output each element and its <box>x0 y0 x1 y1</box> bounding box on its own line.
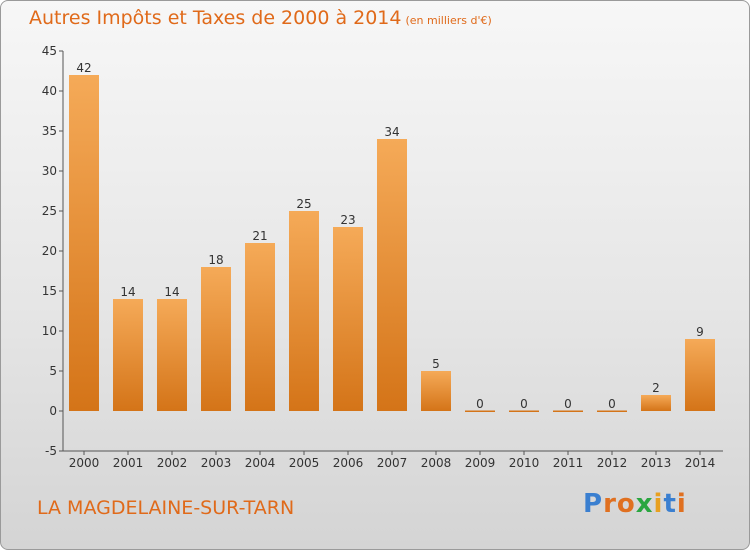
chart-subtitle: (en milliers d'€) <box>405 14 492 27</box>
y-tick-label: 20 <box>42 244 57 258</box>
bar-2000 <box>69 75 99 411</box>
bar-2010 <box>509 410 539 412</box>
proxiti-logo: Proxiti <box>583 489 687 519</box>
bar-2014 <box>685 339 715 411</box>
x-tick-label-2011: 2011 <box>553 456 584 470</box>
y-tick-label: 5 <box>49 364 57 378</box>
bar-2013 <box>641 395 671 411</box>
y-tick-label: 30 <box>42 164 57 178</box>
logo-letter: P <box>583 489 604 519</box>
x-tick-label-2001: 2001 <box>113 456 144 470</box>
y-tick-label: 15 <box>42 284 57 298</box>
bar-2002 <box>157 299 187 411</box>
x-tick-label-2008: 2008 <box>421 456 452 470</box>
value-label-2003: 18 <box>208 253 223 267</box>
value-label-2014: 9 <box>696 325 704 339</box>
x-tick-label-2014: 2014 <box>685 456 716 470</box>
x-tick-label-2013: 2013 <box>641 456 672 470</box>
logo-letter: i <box>653 489 664 519</box>
value-label-2006: 23 <box>340 213 355 227</box>
value-label-2002: 14 <box>164 285 179 299</box>
y-tick-label: 10 <box>42 324 57 338</box>
value-label-2001: 14 <box>120 285 135 299</box>
bar-2007 <box>377 139 407 411</box>
x-tick-label-2007: 2007 <box>377 456 408 470</box>
bar-2006 <box>333 227 363 411</box>
value-label-2013: 2 <box>652 381 660 395</box>
y-tick-label: 35 <box>42 124 57 138</box>
value-label-2009: 0 <box>476 397 484 411</box>
value-label-2005: 25 <box>296 197 311 211</box>
bar-2003 <box>201 267 231 411</box>
value-label-2010: 0 <box>520 397 528 411</box>
value-label-2007: 34 <box>384 125 399 139</box>
value-label-2012: 0 <box>608 397 616 411</box>
logo-letter: o <box>616 489 636 519</box>
x-tick-label-2010: 2010 <box>509 456 540 470</box>
bar-2005 <box>289 211 319 411</box>
title-text: Autres Impôts et Taxes de 2000 à 2014 <box>29 7 402 29</box>
x-tick-label-2006: 2006 <box>333 456 364 470</box>
y-tick-label: 40 <box>42 84 57 98</box>
value-label-2008: 5 <box>432 357 440 371</box>
chart-title: Autres Impôts et Taxes de 2000 à 2014 (en… <box>29 7 492 29</box>
bar-2011 <box>553 410 583 412</box>
bar-2009 <box>465 410 495 412</box>
logo-letter: r <box>603 489 617 519</box>
value-label-2004: 21 <box>252 229 267 243</box>
bar-2012 <box>597 410 627 412</box>
x-tick-label-2004: 2004 <box>245 456 276 470</box>
x-tick-label-2005: 2005 <box>289 456 320 470</box>
y-tick-label: -5 <box>45 444 57 458</box>
commune-name: LA MAGDELAINE-SUR-TARN <box>37 497 295 519</box>
value-label-2011: 0 <box>564 397 572 411</box>
x-tick-label-2002: 2002 <box>157 456 188 470</box>
x-tick-label-2009: 2009 <box>465 456 496 470</box>
bar-2001 <box>113 299 143 411</box>
bar-2004 <box>245 243 275 411</box>
x-tick-label-2012: 2012 <box>597 456 628 470</box>
value-label-2000: 42 <box>76 61 91 75</box>
y-tick-label: 0 <box>49 404 57 418</box>
logo-letter: t <box>663 489 677 519</box>
bar-2008 <box>421 371 451 411</box>
y-tick-label: 45 <box>42 44 57 58</box>
y-tick-label: 25 <box>42 204 57 218</box>
logo-letter: x <box>635 489 654 519</box>
x-tick-label-2000: 2000 <box>69 456 100 470</box>
logo-letter: i <box>676 489 687 519</box>
x-tick-label-2003: 2003 <box>201 456 232 470</box>
